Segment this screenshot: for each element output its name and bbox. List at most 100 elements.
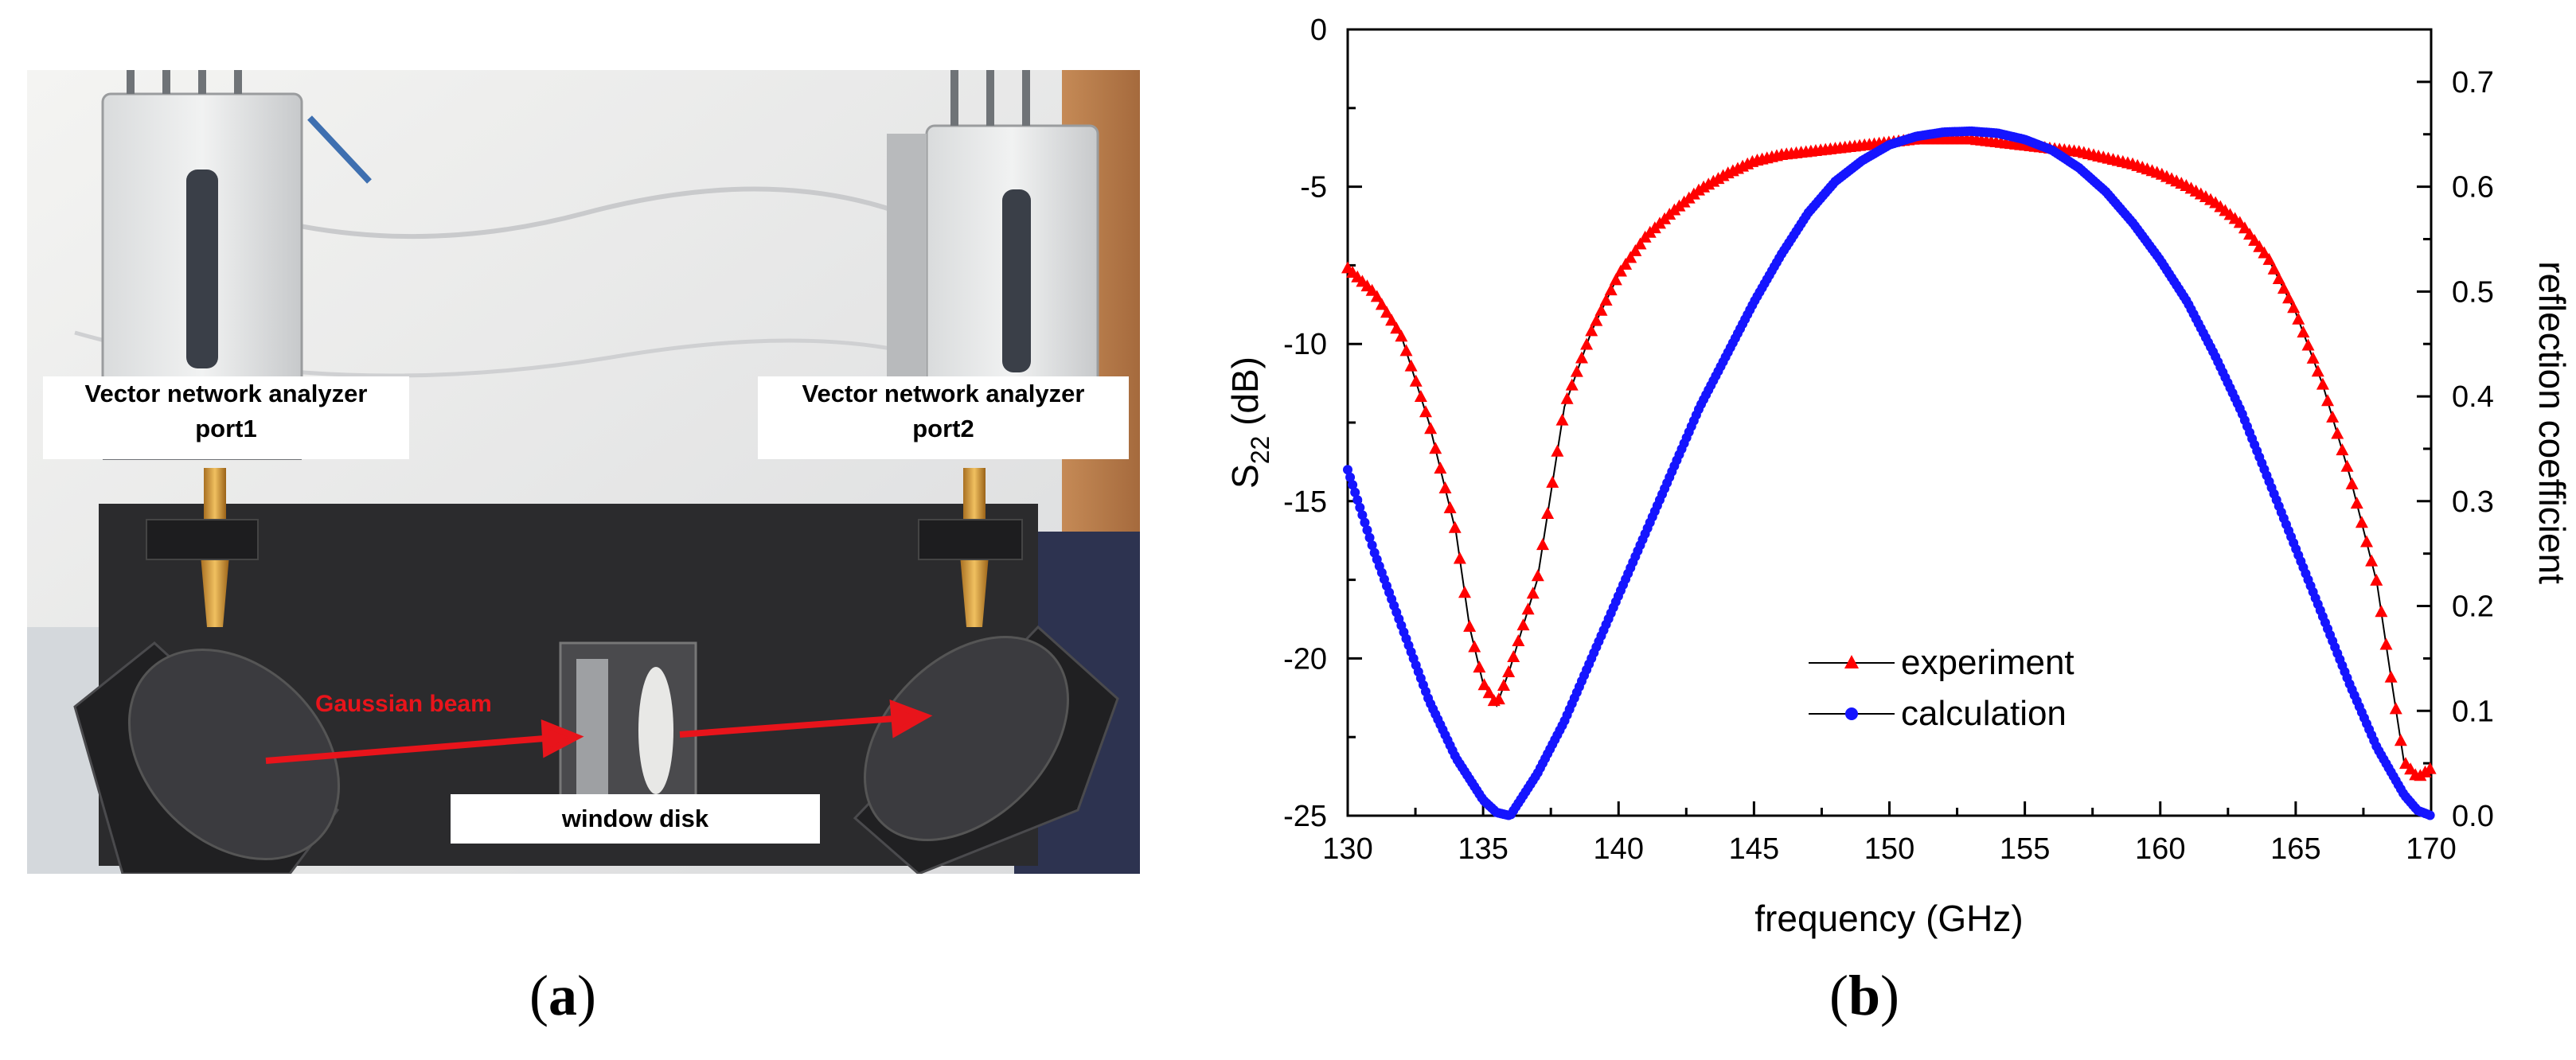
marker-experiment bbox=[2365, 554, 2379, 567]
marker-experiment bbox=[1624, 251, 1637, 263]
marker-experiment bbox=[2355, 516, 2368, 528]
y2-tick-label-5: 0.5 bbox=[2452, 275, 2494, 309]
marker-experiment bbox=[2423, 762, 2437, 774]
marker-experiment bbox=[1477, 678, 1491, 691]
marker-experiment bbox=[1633, 237, 1647, 250]
x-tick-label-2: 140 bbox=[1594, 832, 1644, 866]
marker-calculation bbox=[1355, 502, 1365, 512]
setup-photo: Vector network analyzer port1 Vector net… bbox=[27, 70, 1140, 875]
x-tick-label-5: 155 bbox=[2000, 832, 2050, 866]
marker-calculation bbox=[1352, 495, 1363, 505]
marker-experiment bbox=[1609, 273, 1622, 286]
marker-calculation bbox=[1367, 540, 1377, 551]
y-axis-label-unit: (dB) bbox=[1224, 357, 1266, 436]
marker-experiment bbox=[2238, 221, 2251, 234]
label-vna-port2-line2: port2 bbox=[912, 415, 974, 442]
marker-calculation bbox=[1364, 532, 1375, 543]
label-vna-port1: Vector network analyzer port1 bbox=[43, 376, 409, 459]
label-vna-port1-line2: port1 bbox=[195, 415, 257, 442]
tick-labels: 130 135 140 145 150 155 160 165 170 0 -5 -10 -15 -20 -… bbox=[1283, 14, 2494, 866]
marker-experiment bbox=[1438, 481, 1452, 493]
marker-calculation bbox=[1357, 510, 1368, 520]
marker-experiment bbox=[1619, 257, 1633, 270]
series-experiment bbox=[1341, 132, 2437, 781]
y-tick-label-5: -25 bbox=[1283, 800, 1327, 833]
tick-marks bbox=[1346, 28, 2433, 817]
marker-experiment bbox=[1516, 618, 1530, 631]
marker-experiment bbox=[1463, 619, 1477, 632]
label-window-disk: window disk bbox=[451, 794, 820, 844]
marker-calculation bbox=[1345, 472, 1356, 482]
vna-port2-handle bbox=[1002, 189, 1031, 372]
window-disk bbox=[638, 667, 673, 794]
marker-experiment bbox=[2370, 573, 2383, 586]
y2-tick-label-2: 0.2 bbox=[2452, 590, 2494, 624]
marker-experiment bbox=[1604, 283, 1618, 296]
marker-experiment bbox=[1429, 442, 1442, 454]
marker-experiment bbox=[2282, 291, 2296, 304]
marker-experiment bbox=[2248, 233, 2262, 246]
marker-calculation bbox=[1350, 487, 1360, 497]
marker-experiment bbox=[1453, 551, 1466, 564]
marker-experiment bbox=[2375, 605, 2388, 618]
legend: experiment calculation bbox=[1809, 643, 2074, 733]
y2-tick-label-4: 0.4 bbox=[2452, 380, 2494, 414]
y-tick-label-3: -15 bbox=[1283, 485, 1327, 519]
x-axis-label: frequency (GHz) bbox=[1754, 898, 2023, 939]
marker-experiment bbox=[1531, 569, 1544, 582]
y2-tick-label-6: 0.6 bbox=[2452, 171, 2494, 205]
marker-experiment bbox=[2287, 301, 2301, 314]
marker-experiment bbox=[1585, 324, 1598, 337]
y-tick-label-0: 0 bbox=[1310, 14, 1327, 47]
marker-experiment bbox=[2331, 427, 2344, 439]
marker-experiment bbox=[1692, 183, 1705, 196]
y-axis-label-sub: 22 bbox=[1246, 436, 1274, 465]
marker-experiment bbox=[1395, 329, 1408, 342]
y2-tick-label-3: 0.3 bbox=[2452, 485, 2494, 519]
marker-experiment bbox=[1575, 351, 1588, 364]
y-tick-label-4: -20 bbox=[1283, 642, 1327, 676]
marker-experiment bbox=[1482, 686, 1496, 699]
marker-experiment bbox=[2340, 459, 2354, 472]
marker-experiment bbox=[1560, 392, 1574, 404]
y-axis-label-main: S bbox=[1224, 464, 1266, 489]
vna-port1-handle bbox=[186, 170, 218, 368]
x-tick-label-0: 130 bbox=[1322, 832, 1372, 866]
marker-experiment bbox=[2243, 228, 2257, 240]
marker-experiment bbox=[1546, 475, 1559, 488]
y-tick-label-2: -10 bbox=[1283, 328, 1327, 361]
marker-calculation bbox=[1343, 465, 1352, 475]
marker-experiment bbox=[1580, 337, 1594, 350]
y2-tick-label-0: 0.0 bbox=[2452, 800, 2494, 833]
x-tick-label-8: 170 bbox=[2406, 832, 2456, 866]
label-vna-port1-line1: Vector network analyzer bbox=[84, 380, 368, 407]
label-vna-port2: Vector network analyzer port2 bbox=[758, 376, 1129, 459]
x-tick-label-4: 150 bbox=[1864, 832, 1914, 866]
caption-b-letter: b bbox=[1848, 964, 1881, 1027]
y2-tick-label-1: 0.1 bbox=[2452, 695, 2494, 728]
marker-experiment bbox=[1424, 422, 1438, 435]
y-tick-label-1: -5 bbox=[1300, 171, 1327, 205]
marker-experiment bbox=[1375, 298, 1388, 310]
marker-experiment bbox=[2311, 364, 2324, 377]
marker-experiment bbox=[1590, 314, 1603, 326]
series-line-experiment bbox=[1347, 138, 2432, 779]
marker-experiment bbox=[2277, 282, 2290, 294]
marker-experiment bbox=[1409, 374, 1423, 387]
label-gaussian-beam: Gaussian beam bbox=[315, 691, 492, 717]
marker-experiment bbox=[2272, 272, 2285, 285]
legend-label-calculation: calculation bbox=[1901, 694, 2067, 733]
marker-experiment bbox=[1443, 501, 1457, 513]
marker-calculation bbox=[1360, 517, 1370, 528]
marker-experiment bbox=[1458, 586, 1471, 598]
marker-experiment bbox=[1473, 661, 1486, 673]
marker-experiment bbox=[1404, 359, 1418, 372]
marker-experiment bbox=[2316, 377, 2329, 390]
marker-experiment bbox=[1468, 640, 1481, 653]
marker-experiment bbox=[1507, 649, 1520, 662]
marker-experiment bbox=[1555, 413, 1569, 426]
caption-a-letter: a bbox=[548, 964, 577, 1027]
marker-experiment bbox=[1526, 587, 1540, 599]
marker-calculation bbox=[2425, 810, 2435, 820]
